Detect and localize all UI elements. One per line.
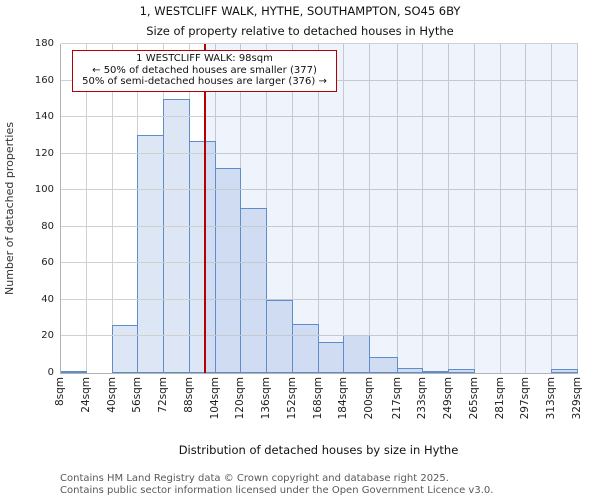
x-tick-label: 217sqm — [391, 377, 403, 420]
footer-line-1: Contains HM Land Registry data © Crown c… — [60, 473, 449, 484]
chart-title: 1, WESTCLIFF WALK, HYTHE, SOUTHAMPTON, S… — [139, 4, 461, 18]
histogram-bar — [112, 325, 138, 373]
x-tick-label: 313sqm — [545, 377, 557, 420]
vertical-gridline — [577, 44, 578, 373]
y-tick-label: 60 — [41, 257, 54, 268]
vertical-gridline — [525, 44, 526, 373]
y-tick-label: 160 — [34, 75, 54, 86]
footer-attribution: Contains HM Land Registry data © Crown c… — [60, 473, 493, 496]
x-tick-label: 8sqm — [54, 377, 66, 407]
vertical-gridline — [397, 44, 398, 373]
plot-area — [60, 43, 578, 374]
x-tick-label: 200sqm — [363, 377, 375, 420]
x-tick-label: 104sqm — [209, 377, 221, 420]
x-tick-label: 40sqm — [106, 377, 118, 413]
y-tick-label: 80 — [41, 221, 54, 232]
x-tick-label: 120sqm — [234, 377, 246, 420]
histogram-bar — [189, 141, 216, 373]
x-tick-label: 265sqm — [468, 377, 480, 420]
callout-line-3: 50% of semi-detached houses are larger (… — [82, 76, 327, 87]
vertical-gridline — [474, 44, 475, 373]
larger-than-marker-shade — [206, 44, 578, 373]
vertical-gridline — [551, 44, 552, 373]
histogram-bar — [137, 135, 164, 373]
vertical-gridline — [448, 44, 449, 373]
x-tick-label: 184sqm — [337, 377, 349, 420]
histogram-bar — [61, 371, 87, 373]
x-tick-label: 24sqm — [80, 377, 92, 413]
chart-subtitle: Size of property relative to detached ho… — [146, 24, 454, 38]
vertical-gridline — [318, 44, 319, 373]
x-tick-label: 72sqm — [157, 377, 169, 413]
callout-line-2: ← 50% of detached houses are smaller (37… — [92, 64, 317, 76]
horizontal-gridline — [61, 153, 578, 154]
vertical-gridline — [292, 44, 293, 373]
vertical-gridline — [500, 44, 501, 373]
histogram-bar — [448, 369, 475, 373]
vertical-gridline — [369, 44, 370, 373]
y-tick-label: 100 — [34, 184, 54, 195]
histogram-bar — [343, 335, 370, 373]
y-tick-label: 120 — [34, 148, 54, 159]
vertical-gridline — [343, 44, 344, 373]
x-tick-label: 249sqm — [442, 377, 454, 420]
y-tick-label: 40 — [41, 294, 54, 305]
vertical-gridline — [422, 44, 423, 373]
x-tick-label: 168sqm — [312, 377, 324, 420]
x-axis-label: Distribution of detached houses by size … — [178, 443, 459, 457]
histogram-bar — [266, 300, 293, 373]
median-callout-box: 1 WESTCLIFF WALK: 98sqm ← 50% of detache… — [72, 50, 337, 92]
x-tick-label: 152sqm — [286, 377, 298, 420]
histogram-bar — [551, 369, 578, 373]
x-tick-label: 281sqm — [494, 377, 506, 420]
histogram-bar — [397, 368, 423, 373]
x-tick-label: 88sqm — [183, 377, 195, 413]
x-tick-label: 136sqm — [260, 377, 272, 420]
property-size-marker-line — [204, 44, 206, 373]
horizontal-gridline — [61, 262, 578, 263]
horizontal-gridline — [61, 299, 578, 300]
horizontal-gridline — [61, 43, 578, 44]
x-tick-label: 56sqm — [131, 377, 143, 413]
y-tick-label: 20 — [41, 330, 54, 341]
horizontal-gridline — [61, 116, 578, 117]
y-tick-label: 0 — [47, 367, 54, 378]
histogram-bar — [369, 357, 398, 373]
vertical-gridline — [86, 44, 87, 373]
vertical-gridline — [112, 44, 113, 373]
histogram-bar — [163, 99, 190, 373]
x-tick-label: 329sqm — [571, 377, 583, 420]
horizontal-gridline — [61, 189, 578, 190]
x-tick-label: 297sqm — [519, 377, 531, 420]
y-tick-label: 180 — [34, 38, 54, 49]
y-tick-label: 140 — [34, 111, 54, 122]
footer-line-2: Contains public sector information licen… — [60, 484, 494, 496]
callout-line-1: 1 WESTCLIFF WALK: 98sqm — [136, 53, 273, 64]
horizontal-gridline — [61, 335, 578, 336]
x-tick-label: 233sqm — [416, 377, 428, 420]
horizontal-gridline — [61, 226, 578, 227]
histogram-bar — [240, 208, 267, 373]
y-axis-label-wrap: Number of detached properties — [2, 44, 17, 373]
